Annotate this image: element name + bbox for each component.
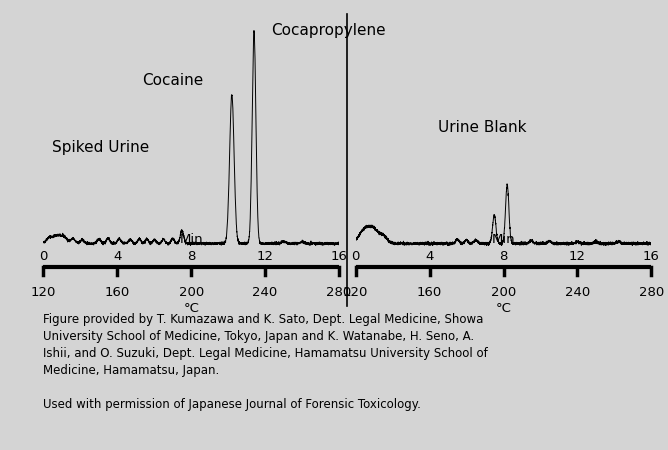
Text: Cocapropylene: Cocapropylene <box>271 23 385 38</box>
Text: 280: 280 <box>639 286 664 299</box>
Text: 12: 12 <box>569 250 586 263</box>
Text: 120: 120 <box>343 286 368 299</box>
Text: 8: 8 <box>187 250 196 263</box>
Text: 240: 240 <box>564 286 590 299</box>
Text: 160: 160 <box>105 286 130 299</box>
Text: Urine Blank: Urine Blank <box>438 121 527 135</box>
Text: 12: 12 <box>257 250 274 263</box>
Text: 200: 200 <box>491 286 516 299</box>
Text: Min: Min <box>492 233 515 246</box>
Text: Cocaine: Cocaine <box>142 73 203 88</box>
Text: 16: 16 <box>643 250 660 263</box>
Text: 280: 280 <box>327 286 351 299</box>
Text: °C: °C <box>496 302 512 315</box>
Text: Min: Min <box>180 233 203 246</box>
Text: °C: °C <box>183 302 199 315</box>
Text: 160: 160 <box>417 286 442 299</box>
Text: 120: 120 <box>31 286 56 299</box>
Text: 240: 240 <box>253 286 278 299</box>
Text: 0: 0 <box>39 250 47 263</box>
Text: 4: 4 <box>426 250 434 263</box>
Text: 0: 0 <box>351 250 360 263</box>
Text: 4: 4 <box>113 250 122 263</box>
Text: Figure provided by T. Kumazawa and K. Sato, Dept. Legal Medicine, Showa
Universi: Figure provided by T. Kumazawa and K. Sa… <box>43 313 488 411</box>
Text: 16: 16 <box>331 250 347 263</box>
Text: 200: 200 <box>178 286 204 299</box>
Text: 8: 8 <box>499 250 508 263</box>
Text: Spiked Urine: Spiked Urine <box>52 140 150 154</box>
